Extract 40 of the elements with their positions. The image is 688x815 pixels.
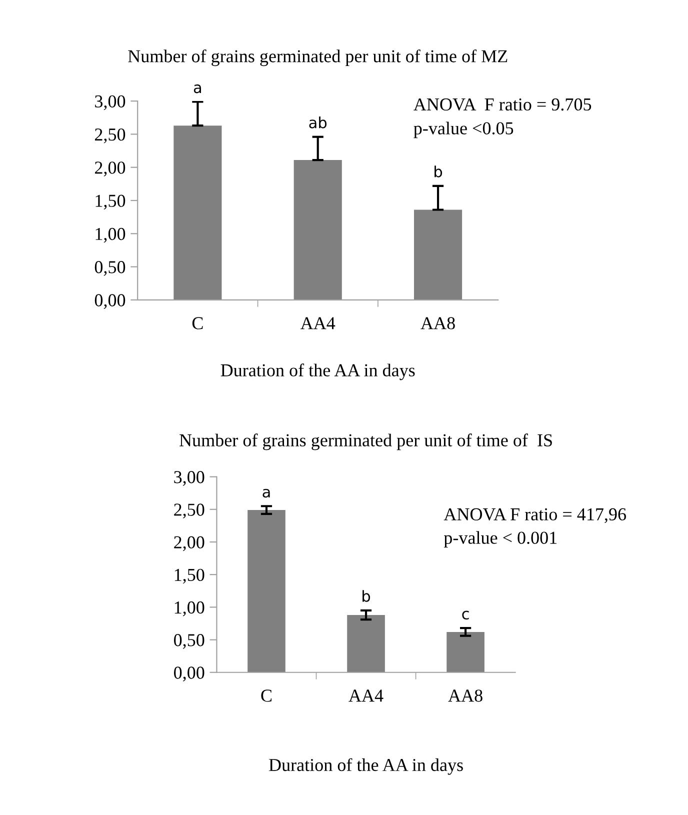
y-tick-label: 2,50: [94, 128, 126, 144]
x-tick-label: AA8: [448, 690, 482, 702]
y-tick-label: 3,00: [95, 95, 126, 110]
y-tick-label: 3,00: [174, 471, 204, 486]
bar: [174, 126, 222, 300]
y-tick-label: 1,00: [174, 601, 204, 616]
annotation: p-value <0.05: [414, 122, 514, 138]
x-tick-label: AA4: [300, 317, 336, 330]
bar: [294, 160, 342, 300]
x-tick-label: AA4: [348, 690, 384, 702]
bar: [248, 510, 286, 672]
annotation: p-value < 0.001: [444, 531, 557, 548]
chart-title: Number of grains germinated per unit of time of IS: [180, 434, 552, 450]
y-tick-label: 2,50: [174, 504, 204, 518]
x-axis-title: Duration of the AA in days: [268, 758, 463, 775]
y-tick-label: 1,00: [96, 228, 126, 243]
x-tick-label: C: [261, 690, 272, 702]
annotation: a: [262, 488, 270, 498]
x-tick-label: AA8: [420, 317, 455, 330]
bar: [446, 632, 484, 672]
y-tick-label: 0,50: [174, 634, 204, 649]
annotation: ANOVA F ratio = 9.705: [414, 98, 592, 111]
bar: [347, 615, 385, 672]
y-tick-label: 0,00: [94, 294, 126, 309]
y-tick-label: 2,00: [94, 162, 126, 176]
y-tick-label: 1,50: [96, 194, 126, 210]
y-tick-label: 0,50: [94, 261, 126, 276]
x-axis-title: Duration of the AA in days: [220, 364, 415, 380]
x-tick-label: C: [192, 317, 203, 330]
bar: [414, 210, 462, 300]
y-tick-label: 0,00: [174, 666, 204, 682]
annotation: b: [434, 166, 442, 178]
y-tick-label: 1,50: [174, 568, 204, 584]
annotation: ANOVA F ratio = 417,96: [444, 508, 626, 524]
y-tick-label: 2,00: [174, 536, 204, 552]
chart-title: Number of grains germinated per unit of time of MZ: [128, 49, 508, 66]
annotation: a: [194, 84, 201, 94]
annotation: c: [462, 610, 469, 620]
annotation: b: [362, 590, 370, 602]
annotation: ab: [309, 116, 327, 128]
